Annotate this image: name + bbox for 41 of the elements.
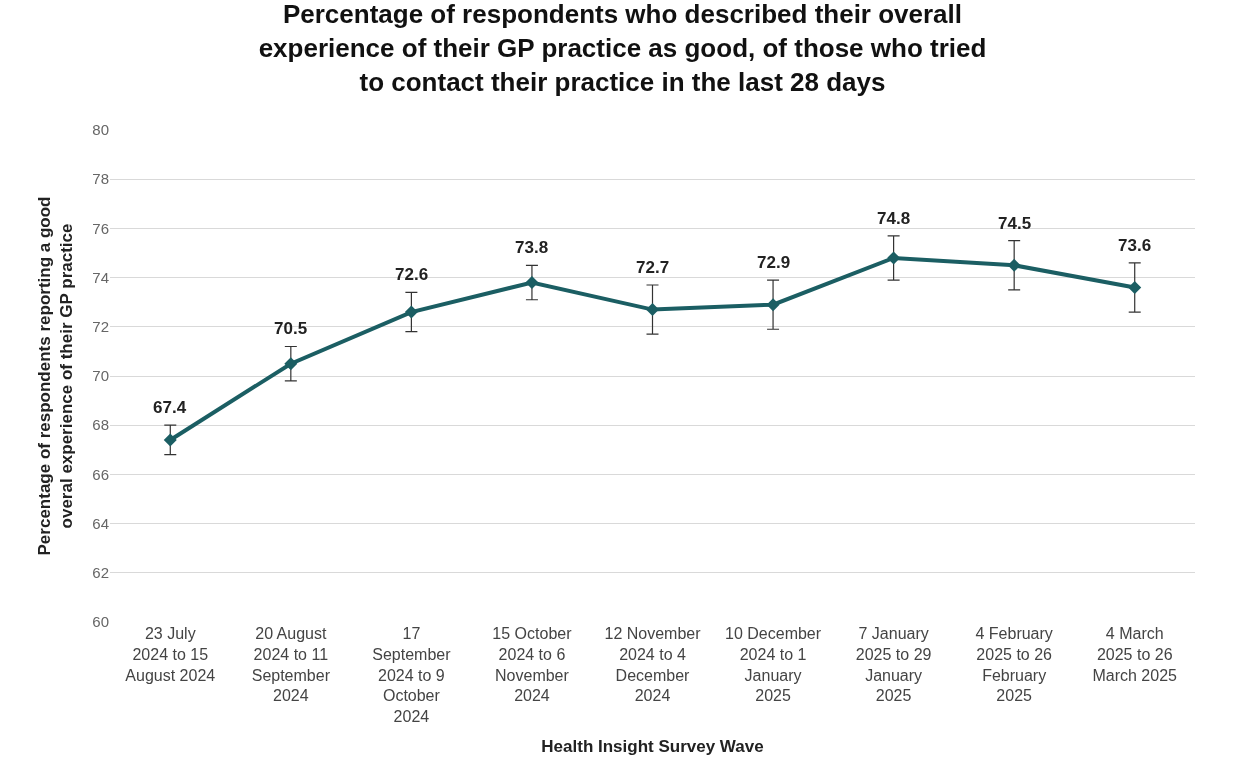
x-tick-label: 10 December 2024 to 1 January 2025 bbox=[725, 625, 822, 705]
point bbox=[887, 251, 901, 265]
y-tick-label: 72 bbox=[92, 318, 109, 336]
point bbox=[525, 276, 539, 290]
x-tick-label: 12 November 2024 to 4 December 2024 bbox=[604, 625, 702, 705]
x-tick-label: 17 September 2024 to 9 October 2024 bbox=[372, 625, 452, 726]
point bbox=[1128, 280, 1142, 294]
y-tick-label: 60 bbox=[92, 613, 109, 631]
x-tick-label: 20 August 2024 to 11 September 2024 bbox=[251, 625, 331, 705]
data-label: 73.8 bbox=[515, 238, 549, 257]
y-tick-label: 66 bbox=[92, 465, 109, 483]
data-label: 72.7 bbox=[636, 258, 670, 277]
data-label: 72.9 bbox=[757, 253, 791, 272]
data-label: 74.8 bbox=[877, 209, 911, 228]
point bbox=[163, 433, 177, 447]
y-tick-label: 64 bbox=[92, 514, 109, 532]
point bbox=[1007, 258, 1021, 272]
data-label: 70.5 bbox=[274, 319, 308, 338]
y-tick-label: 78 bbox=[92, 170, 109, 188]
y-tick-label: 76 bbox=[92, 219, 109, 237]
x-axis-title: Health Insight Survey Wave bbox=[541, 736, 764, 756]
point bbox=[404, 305, 418, 319]
y-tick-label: 80 bbox=[92, 121, 109, 139]
y-tick-label: 68 bbox=[92, 416, 109, 434]
point bbox=[646, 303, 659, 317]
x-tick-label: 4 March 2025 to 26 March 2025 bbox=[1092, 625, 1178, 684]
data-label: 72.6 bbox=[395, 265, 429, 284]
y-tick-label: 74 bbox=[92, 268, 109, 286]
x-tick-label: 7 January 2025 to 29 January 2025 bbox=[855, 625, 932, 705]
point bbox=[284, 357, 298, 371]
y-tick-label: 70 bbox=[92, 367, 109, 385]
point bbox=[766, 298, 780, 312]
data-label: 67.4 bbox=[153, 398, 187, 417]
x-tick-label: 4 February 2025 to 26 February 2025 bbox=[975, 625, 1053, 705]
x-tick-label: 15 October 2024 to 6 November 2024 bbox=[492, 625, 573, 705]
data-label: 73.6 bbox=[1118, 236, 1152, 255]
x-tick-label: 23 July 2024 to 15 August 2024 bbox=[125, 625, 216, 684]
chart-title: Percentage of respondents who described their overall experience of their GP practice as good, of those who tried to contact their practice in the last 28 days bbox=[258, 0, 987, 97]
y-axis-title: Percentage of respondents reporting a good overal experience of their GP practice bbox=[34, 196, 76, 556]
data-label: 74.5 bbox=[998, 214, 1032, 233]
y-tick-label: 62 bbox=[92, 564, 109, 582]
